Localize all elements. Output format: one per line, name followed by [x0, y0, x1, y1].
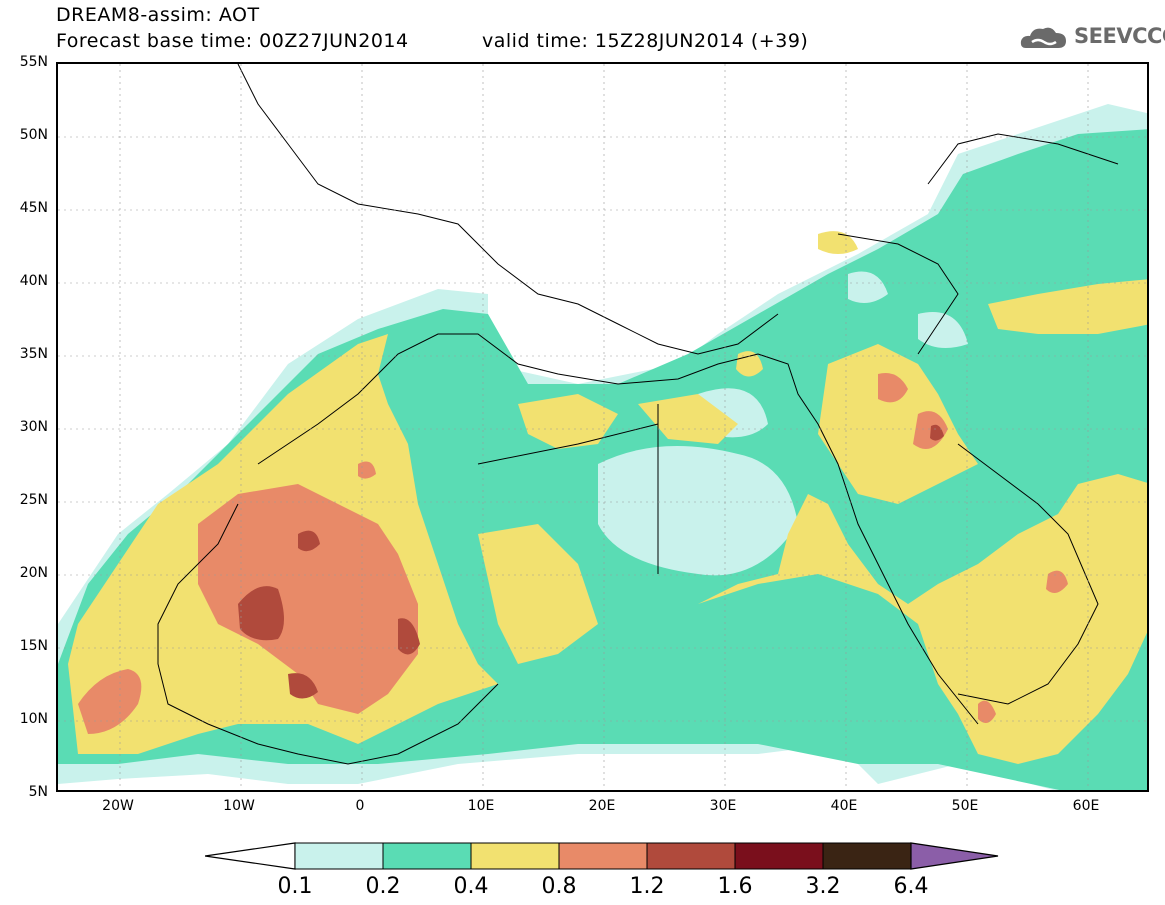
colorbar-swatch: [734, 842, 824, 870]
lon-label: 50E: [951, 798, 979, 814]
lat-label: 50N: [19, 127, 48, 143]
lon-label: 30E: [709, 798, 737, 814]
colorbar-label: 6.4: [893, 874, 929, 899]
aot-map: [56, 62, 1149, 792]
colorbar-label: 0.1: [277, 874, 313, 899]
colorbar-label: 3.2: [805, 874, 841, 899]
colorbar: [205, 842, 999, 870]
colorbar-high-arrow: [910, 842, 999, 870]
lon-label: 10W: [223, 798, 255, 814]
colorbar-swatch: [646, 842, 736, 870]
colorbar-swatch: [822, 842, 912, 870]
colorbar-label: 0.4: [453, 874, 489, 899]
lat-label: 10N: [19, 711, 48, 727]
map-title: DREAM8-assim: AOT: [56, 4, 260, 26]
lat-label: 25N: [19, 492, 48, 508]
colorbar-swatch: [382, 842, 472, 870]
lat-label: 40N: [19, 273, 48, 289]
colorbar-swatch: [470, 842, 560, 870]
colorbar-label: 1.6: [717, 874, 753, 899]
lat-label: 20N: [19, 565, 48, 581]
lon-label: 0: [355, 798, 365, 814]
colorbar-label: 1.2: [629, 874, 665, 899]
forecast-base-time: Forecast base time: 00Z27JUN2014: [56, 30, 409, 52]
lon-label: 10E: [467, 798, 495, 814]
lat-label: 30N: [19, 419, 48, 435]
lon-label: 20W: [102, 798, 134, 814]
aot-band-0.8: [198, 484, 418, 714]
cloud-icon: [1020, 27, 1066, 48]
lat-label: 35N: [19, 346, 48, 362]
colorbar-swatch: [294, 842, 384, 870]
lon-label: 60E: [1072, 798, 1100, 814]
aot-band-1.2: [238, 586, 284, 641]
lon-label: 40E: [830, 798, 858, 814]
colorbar-swatch: [558, 842, 648, 870]
lat-label: 55N: [19, 54, 48, 70]
valid-time: valid time: 15Z28JUN2014 (+39): [482, 30, 809, 52]
aot-contour-layer: [58, 64, 1147, 790]
lat-label: 45N: [19, 200, 48, 216]
colorbar-label: 0.2: [365, 874, 401, 899]
lat-label: 5N: [28, 784, 48, 800]
logo-text: SEEVCCC: [1074, 24, 1165, 48]
lat-label: 15N: [19, 638, 48, 654]
colorbar-low-arrow: [205, 842, 296, 870]
colorbar-label: 0.8: [541, 874, 577, 899]
lon-label: 20E: [588, 798, 616, 814]
